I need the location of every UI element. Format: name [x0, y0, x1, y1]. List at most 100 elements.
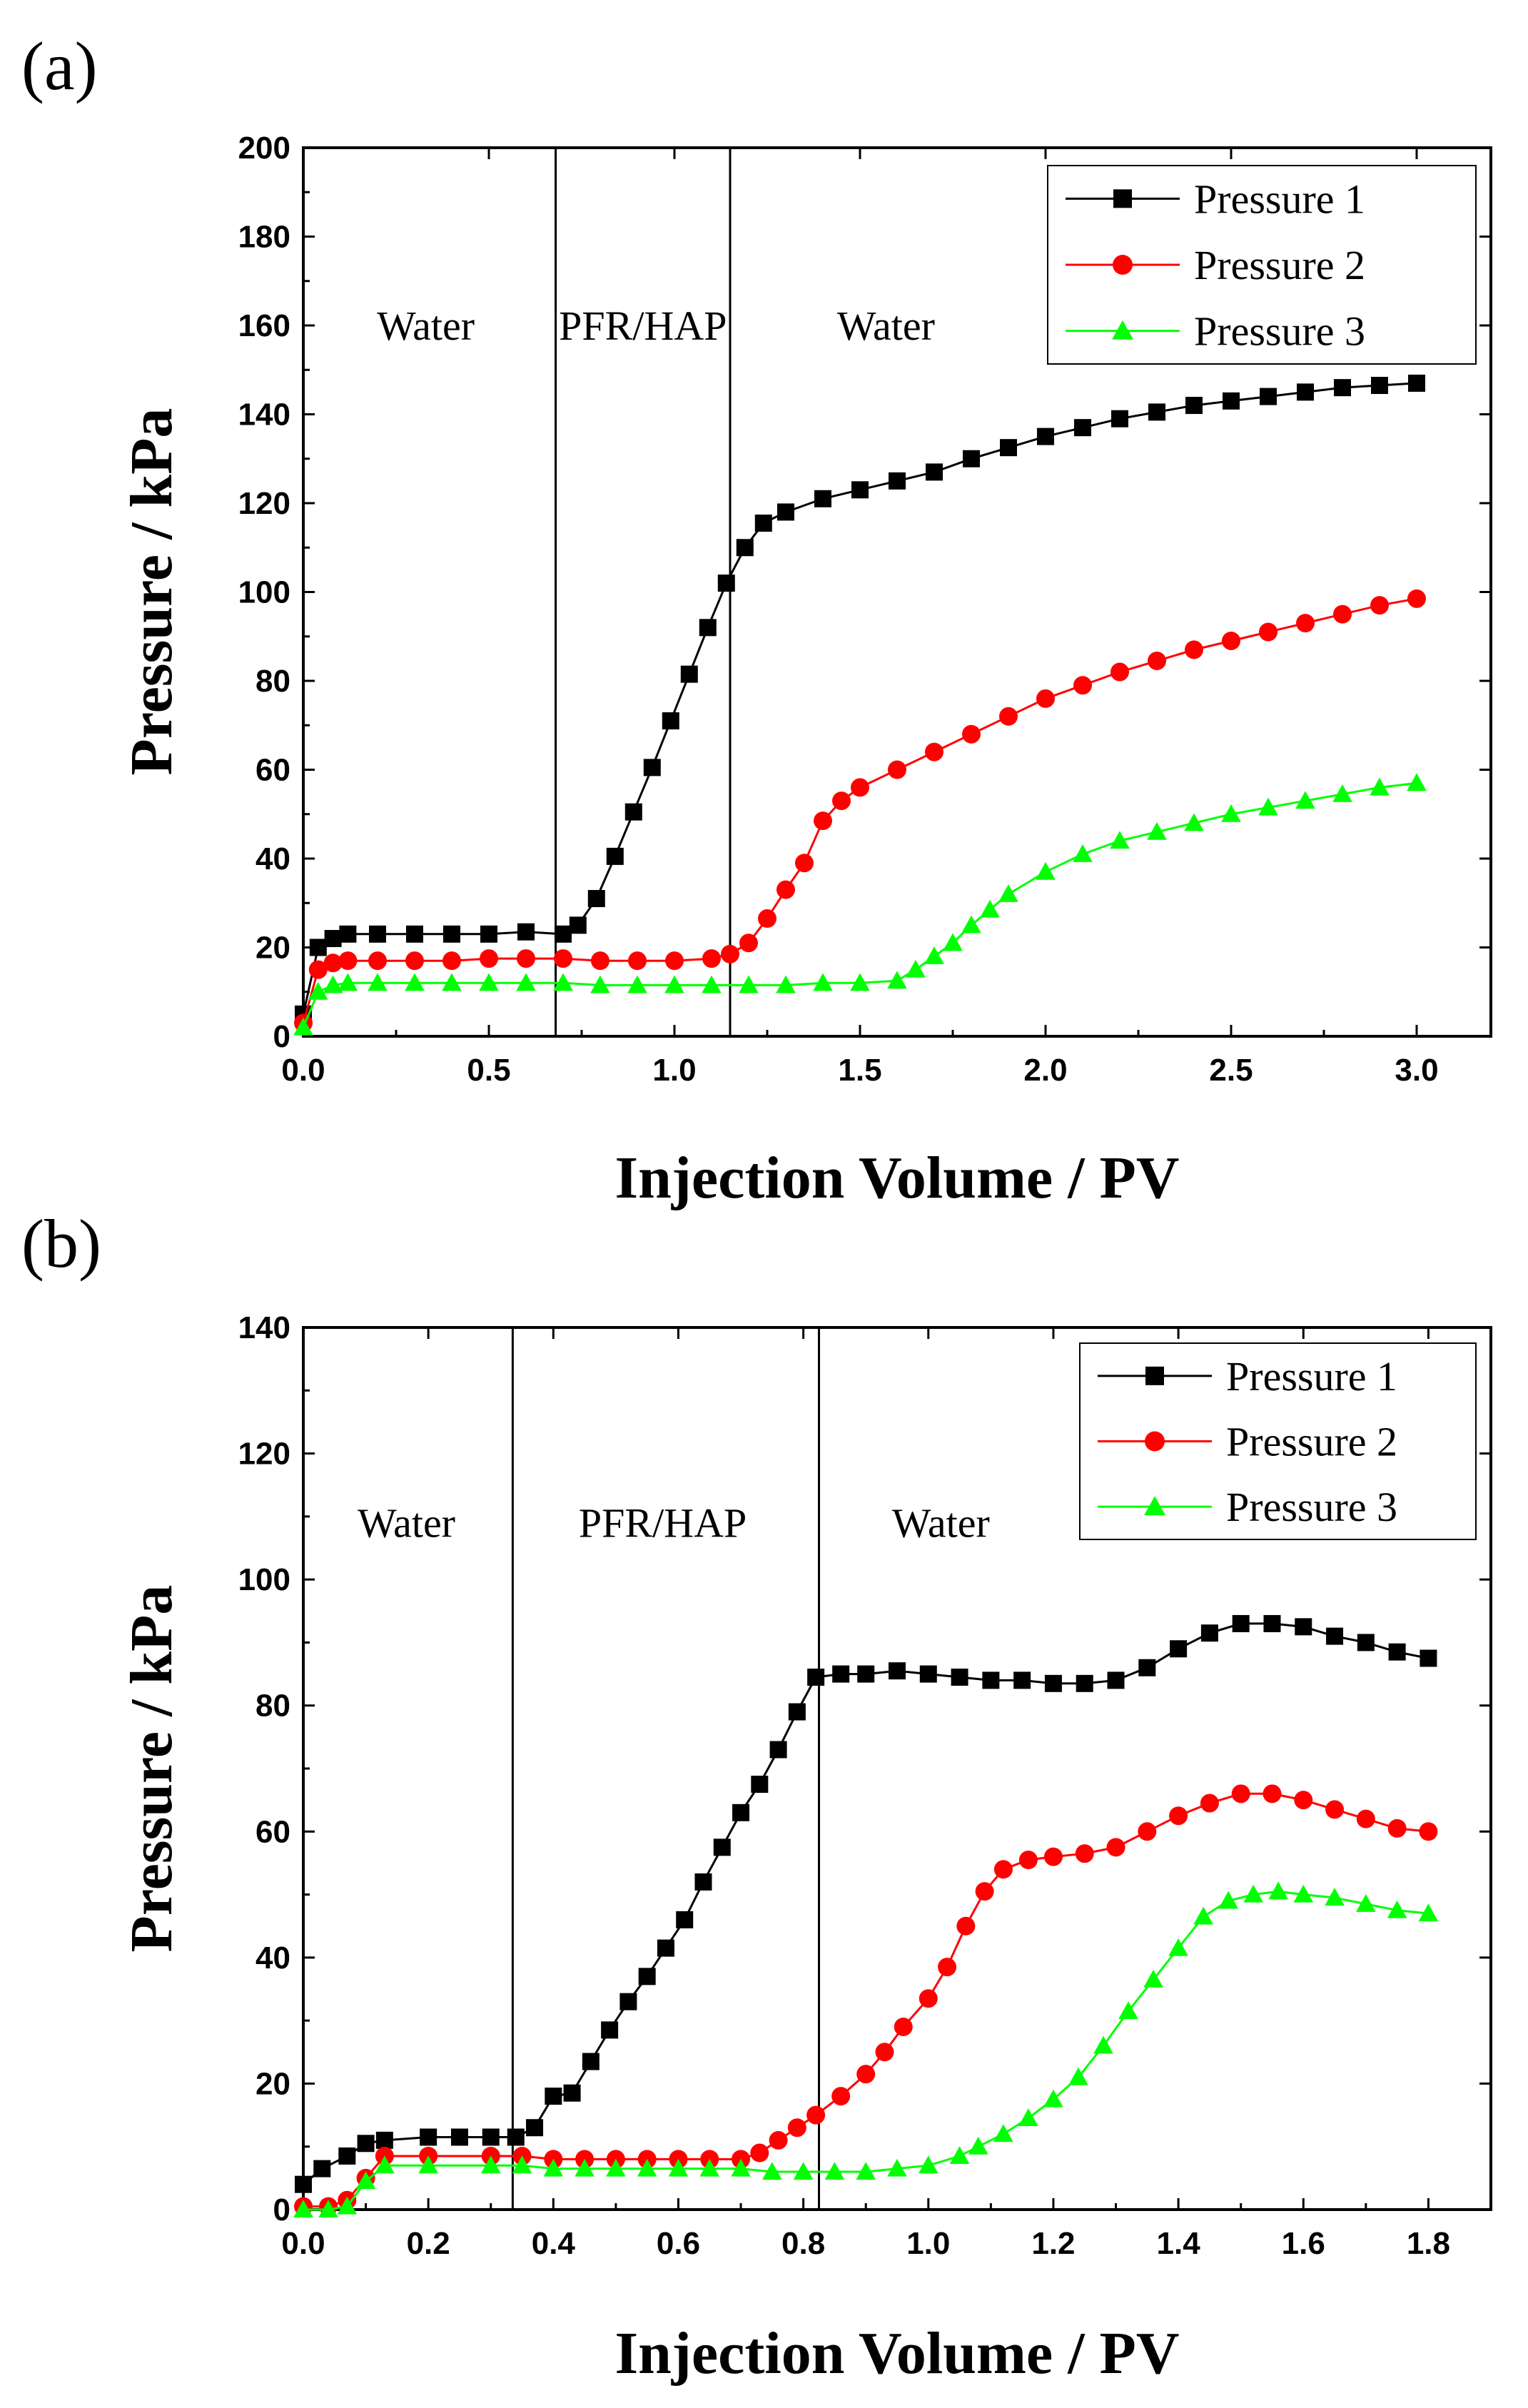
panel-a-data-point — [479, 973, 499, 991]
panel-a-data-point — [962, 724, 981, 744]
panel-a-data-point — [1073, 844, 1093, 862]
panel-b-data-point — [887, 2158, 907, 2177]
panel-a-data-point — [1222, 631, 1240, 650]
panel-b-data-point — [1118, 2001, 1138, 2019]
panel-a-data-point — [1408, 374, 1425, 392]
panel-b-data-point — [1093, 2035, 1113, 2054]
panel-b-data-point — [1018, 1851, 1038, 1870]
panel-b-data-point — [450, 2128, 468, 2146]
panel-a-data-point — [405, 973, 425, 991]
panel-a-y-tick-label: 20 — [255, 931, 290, 966]
panel-a-y-tick-label: 0 — [273, 1019, 290, 1054]
panel-b-data-point — [1263, 1614, 1281, 1632]
panel-a-data-point — [702, 975, 722, 993]
panel-b-data-point — [1170, 1640, 1188, 1658]
panel-b-data-point — [318, 2200, 338, 2218]
panel-a-x-tick-label: 0.5 — [467, 1053, 510, 1088]
panel-a-data-point — [323, 953, 343, 973]
panel-b-data-point — [1043, 2089, 1063, 2108]
panel-a-data-point — [555, 925, 572, 943]
panel-b-legend-marker — [1145, 1366, 1164, 1385]
panel-a-data-point — [721, 944, 739, 963]
panel-a-x-tick-label: 1.5 — [838, 1053, 881, 1088]
panel-b-data-point — [1200, 1624, 1218, 1642]
panel-a-data-point — [1110, 831, 1130, 849]
panel-a-data-point — [924, 946, 944, 964]
panel-b-series-2 — [294, 1784, 1438, 2216]
panel-b-data-point — [1231, 1784, 1250, 1804]
panel-a-data-point — [1037, 428, 1054, 445]
panel-b-data-point — [982, 1671, 1000, 1689]
panel-b-data-point — [1419, 1822, 1438, 1841]
panel-b-data-point — [1325, 1800, 1345, 1819]
panel-b-data-point — [894, 2017, 913, 2036]
panel-b-data-point — [938, 1958, 957, 1977]
panel-a-data-point — [554, 949, 572, 968]
panel-b-data-point — [975, 1882, 994, 1901]
panel-a-region-label: Water — [377, 303, 475, 349]
panel-b-region-label: PFR/HAP — [579, 1500, 747, 1547]
panel-a-data-point — [888, 760, 906, 779]
panel-b-data-point — [293, 2200, 313, 2218]
panel-a-data-point — [1036, 689, 1055, 708]
panel-a-data-point — [1332, 784, 1352, 802]
panel-a-data-point — [1295, 791, 1315, 809]
panel-a-data-point — [665, 951, 684, 971]
panel-a-y-tick-label: 80 — [255, 664, 290, 699]
panel-a-data-point — [1296, 614, 1315, 633]
panel-a-data-point — [1185, 640, 1203, 659]
panel-a-data-point — [1000, 439, 1017, 457]
panel-b-x-tick-label: 0.0 — [281, 2226, 325, 2261]
panel-a-x-axis-title: Injection Volume / PV — [614, 1145, 1179, 1211]
panel-b-legend-label: Pressure 2 — [1226, 1419, 1397, 1465]
panel-b-data-point — [731, 2158, 751, 2177]
panel-a-data-point — [516, 973, 536, 991]
panel-a-data-point — [1260, 388, 1277, 405]
panel-b-legend-label: Pressure 3 — [1226, 1484, 1397, 1530]
panel-b-data-point — [601, 2021, 619, 2039]
panel-b-data-point — [919, 1989, 938, 2008]
panel-a-data-point — [662, 712, 679, 730]
panel-a-y-tick-label: 140 — [238, 398, 290, 432]
panel-a-data-point — [368, 951, 387, 971]
panel-a-data-point — [339, 925, 357, 943]
panel-b-data-point — [1043, 1847, 1063, 1866]
panel-b-data-point — [875, 2043, 894, 2062]
panel-b-data-point — [806, 2105, 826, 2125]
panel-b-y-tick-label: 40 — [255, 1941, 290, 1976]
panel-b-data-point — [482, 2128, 500, 2146]
panel-b-data-point — [657, 1939, 674, 1957]
panel-b-data-point — [918, 2155, 938, 2174]
panel-b-data-point — [418, 2155, 438, 2174]
panel-b-data-point — [1200, 1794, 1219, 1813]
panel-b-data-point — [375, 2155, 395, 2174]
panel-a-data-point — [480, 925, 497, 943]
panel-b-data-point — [1356, 1809, 1375, 1828]
panel-b-data-point — [949, 2146, 970, 2164]
panel-b-data-point — [769, 2130, 788, 2150]
panel-a-data-point — [776, 975, 796, 993]
panel-b-data-point — [668, 2158, 689, 2177]
panel-a-data-point — [813, 973, 833, 991]
panel-a-data-point — [887, 971, 907, 989]
panel-b-series-line — [303, 1890, 1429, 2211]
panel-b-data-point — [793, 2162, 814, 2180]
panel-b-data-point — [1326, 1627, 1344, 1645]
panel-a-data-point — [664, 975, 684, 993]
panel-b-data-point — [856, 2065, 876, 2084]
panel-a-data-point — [643, 759, 661, 776]
panel-a-data-point — [553, 973, 573, 991]
panel-a-y-axis-title: Pressure / kPa — [118, 408, 185, 776]
panel-b-data-point — [1356, 1894, 1376, 1912]
panel-a-data-point — [1074, 419, 1091, 437]
panel-b-y-tick-label: 140 — [238, 1310, 290, 1345]
panel-b-data-point — [1387, 1900, 1407, 1918]
panel-b-y-tick-label: 80 — [255, 1689, 290, 1724]
panel-a-legend-label: Pressure 2 — [1194, 242, 1365, 288]
panel-b-data-point — [357, 2135, 375, 2152]
panel-b-data-point — [543, 2158, 564, 2177]
panel-a-data-point — [590, 975, 610, 993]
panel-b-data-point — [1107, 1671, 1125, 1689]
panel-b-data-point — [355, 2171, 376, 2190]
panel-b-x-tick-label: 1.8 — [1407, 2226, 1450, 2261]
